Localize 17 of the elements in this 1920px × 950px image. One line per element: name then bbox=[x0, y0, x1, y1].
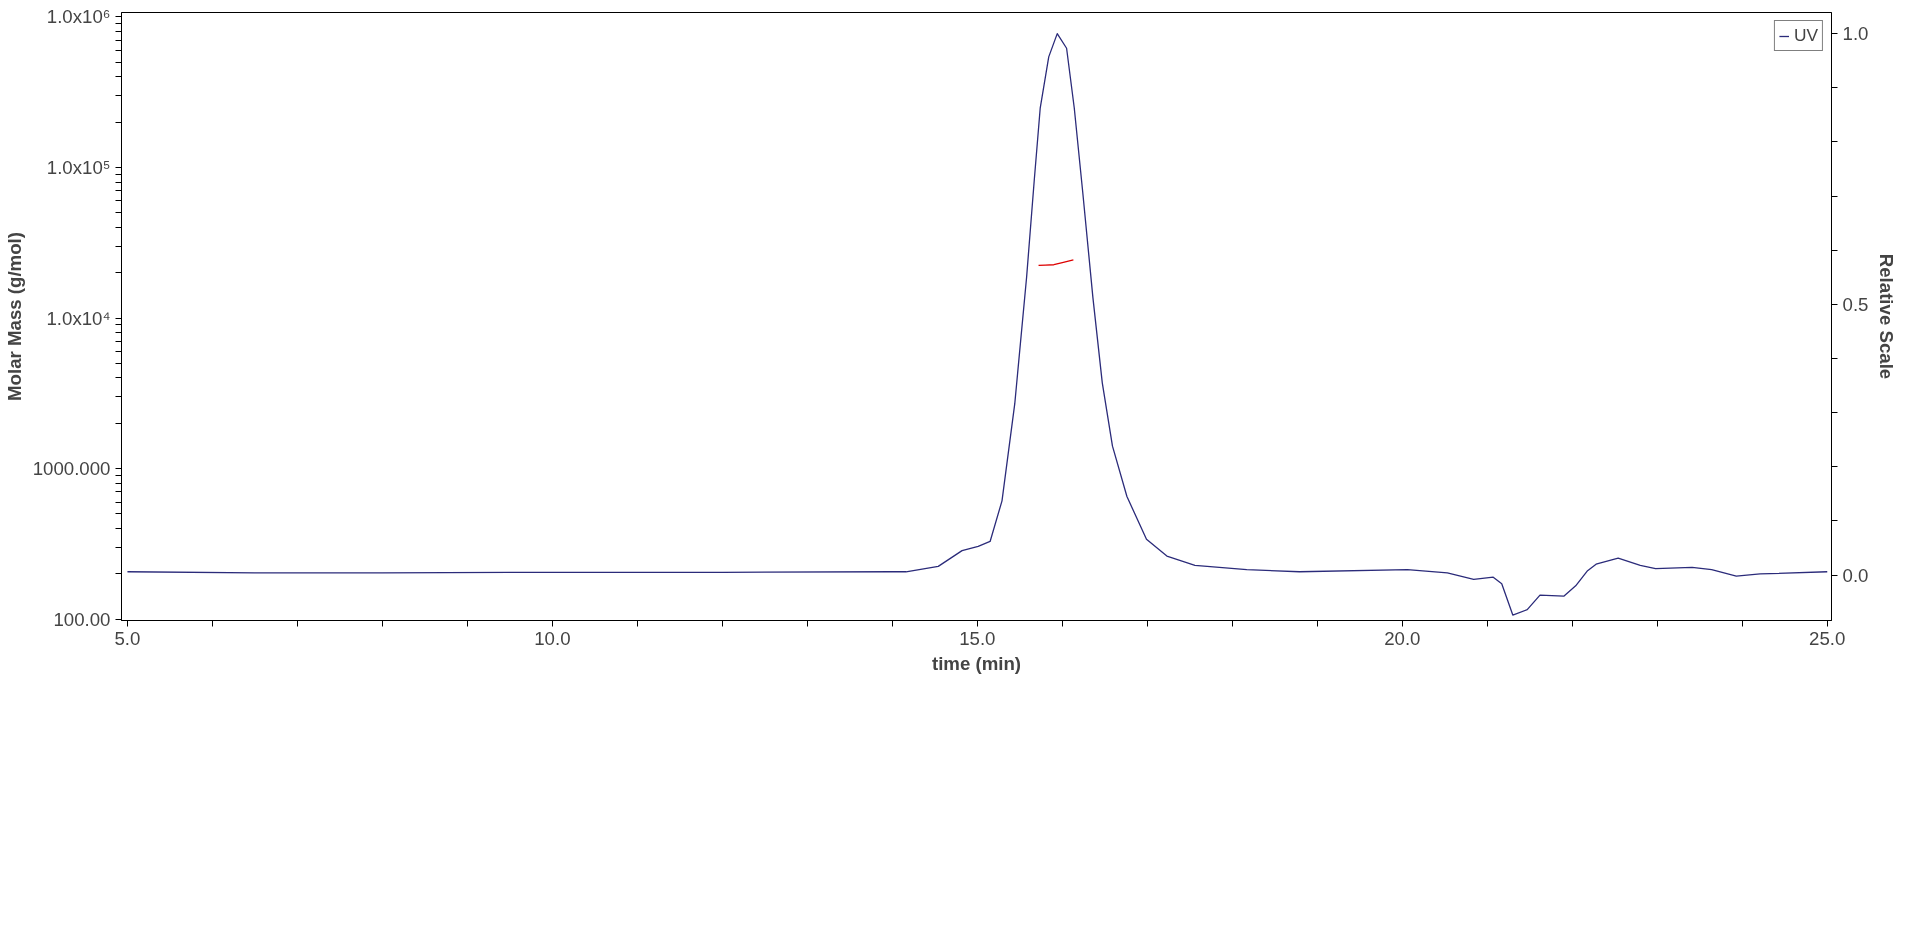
x-tick-label: 20.0 bbox=[1384, 627, 1421, 649]
x-tick-label: 15.0 bbox=[959, 627, 996, 649]
y2-tick-label: 0.5 bbox=[1842, 293, 1869, 315]
y2-axis-title: Relative Scale bbox=[1876, 253, 1898, 380]
x-tick-label: 25.0 bbox=[1809, 627, 1846, 649]
y-tick-label: 1.0x10⁵ bbox=[46, 156, 111, 178]
y-tick-label: 1000.000 bbox=[32, 458, 111, 480]
x-axis-title: time (min) bbox=[931, 652, 1022, 674]
y2-tick-label: 0.0 bbox=[1842, 564, 1869, 586]
y-axis-title: Molar Mass (g/mol) bbox=[3, 232, 25, 401]
x-tick-label: 10.0 bbox=[534, 627, 571, 649]
y-tick-label: 1.0x10⁶ bbox=[46, 6, 111, 28]
legend-label: UV bbox=[1793, 25, 1818, 46]
y2-tick-label: 1.0 bbox=[1842, 23, 1869, 45]
y-tick-label: 100.00 bbox=[53, 608, 111, 630]
y-tick-label: 1.0x10⁴ bbox=[46, 307, 111, 329]
x-tick-label: 5.0 bbox=[114, 627, 141, 649]
